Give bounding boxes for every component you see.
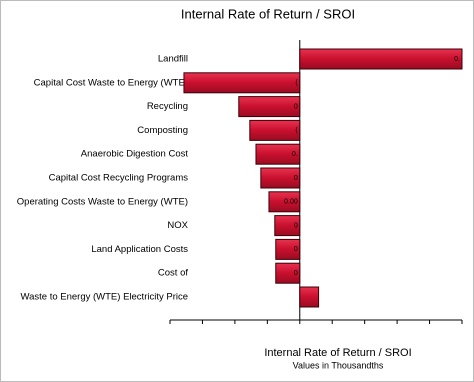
category-label: Landfill: [158, 54, 188, 65]
bar-label: (: [295, 80, 298, 87]
x-axis-title: Internal Rate of Return / SROI: [264, 347, 411, 359]
bar: [238, 96, 301, 118]
category-label: Composting: [137, 125, 188, 136]
bar: [274, 215, 301, 237]
category-label: Capital Cost Recycling Programs: [49, 173, 189, 184]
bar-label: 0.: [454, 56, 460, 63]
bar-label: 0.00: [284, 199, 298, 206]
category-label: Recycling: [147, 101, 188, 112]
bar: [183, 72, 301, 94]
bar-label: 0: [294, 270, 298, 277]
bar: [299, 48, 463, 70]
chart-title: Internal Rate of Return / SROI: [181, 6, 355, 21]
bar: [249, 119, 301, 141]
bar-label: 0.: [292, 151, 298, 158]
bar-label: (: [295, 127, 298, 134]
bar: [299, 286, 320, 308]
bar-label: 0: [294, 175, 298, 182]
bar: [255, 143, 301, 165]
bar-label: 0: [294, 246, 298, 253]
category-label: Operating Costs Waste to Energy (WTE): [17, 196, 188, 207]
category-label: Capital Cost Waste to Energy (WTE): [34, 77, 188, 88]
category-label: NOX: [167, 220, 188, 231]
bar-label: 0: [294, 222, 298, 229]
bar: [268, 191, 301, 213]
x-axis-subtitle: Values in Thousandths: [293, 360, 384, 370]
bar: [275, 262, 301, 284]
category-label: Land Application Costs: [91, 244, 188, 255]
bar-label: 0: [294, 103, 298, 110]
bar: [275, 238, 301, 260]
category-label: Waste to Energy (WTE) Electricity Price: [20, 292, 188, 303]
category-label: Cost of: [158, 268, 188, 279]
bar: [260, 167, 301, 189]
category-label: Anaerobic Digestion Cost: [81, 149, 189, 160]
